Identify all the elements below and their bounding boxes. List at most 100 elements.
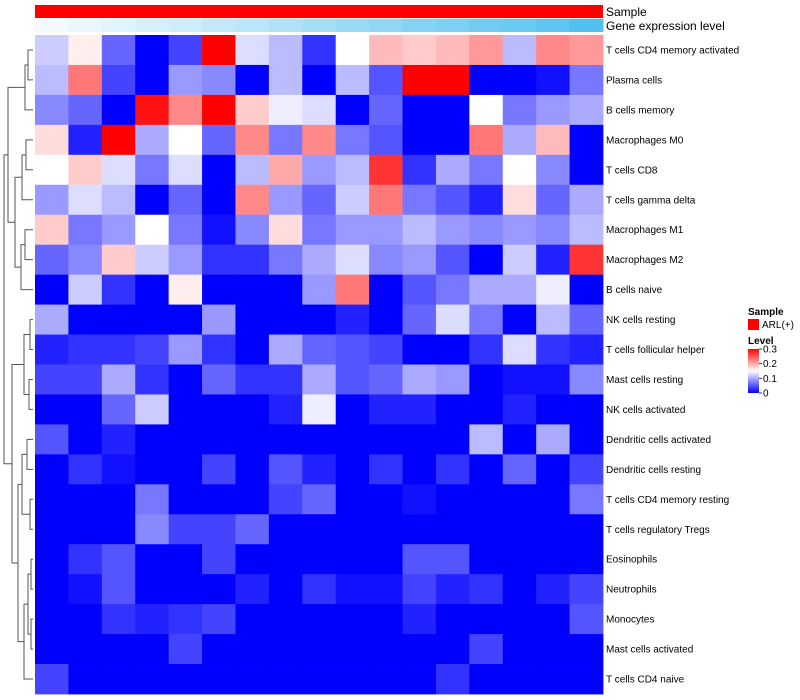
heatmap-cell bbox=[502, 184, 537, 216]
dendrogram-branch bbox=[25, 139, 33, 171]
heatmap-cell bbox=[235, 184, 270, 216]
legend-level-gradient bbox=[748, 349, 759, 393]
heatmap-cell bbox=[168, 514, 203, 545]
heatmap-cell bbox=[202, 484, 236, 515]
heatmap-cell bbox=[168, 214, 203, 246]
heatmap-cell bbox=[235, 634, 270, 665]
heatmap-cell bbox=[435, 604, 470, 635]
expression-annotation-cell bbox=[469, 19, 504, 32]
heatmap-cell bbox=[68, 364, 103, 395]
legend-level-title: Level bbox=[748, 336, 774, 347]
heatmap-cell bbox=[101, 604, 136, 635]
heatmap-cell bbox=[569, 544, 604, 575]
heatmap-cell bbox=[268, 244, 303, 276]
heatmap-cell bbox=[335, 604, 370, 635]
heatmap-cell bbox=[268, 604, 303, 635]
heatmap-cell bbox=[135, 64, 170, 96]
heatmap-cell bbox=[502, 334, 537, 365]
heatmap-cell bbox=[268, 64, 303, 96]
heatmap-cell bbox=[502, 604, 537, 635]
heatmap-cell bbox=[202, 514, 236, 545]
dendrogram-branch bbox=[20, 244, 33, 291]
heatmap-cell bbox=[135, 124, 170, 156]
heatmap-cell bbox=[235, 124, 270, 156]
row-label: T cells CD8 bbox=[606, 165, 658, 176]
heatmap-cell bbox=[469, 394, 504, 425]
heatmap-cell bbox=[35, 214, 69, 246]
heatmap-cell bbox=[135, 604, 170, 635]
heatmap-cell bbox=[135, 394, 170, 425]
heatmap-cell bbox=[202, 334, 236, 365]
heatmap-cell bbox=[68, 394, 103, 425]
heatmap-cell bbox=[435, 634, 470, 665]
dendrogram-branch bbox=[30, 558, 33, 590]
heatmap-cell bbox=[435, 424, 470, 455]
heatmap-cell bbox=[302, 424, 337, 455]
heatmap-cell bbox=[35, 664, 69, 695]
row-label: Dendritic cells activated bbox=[606, 435, 711, 446]
heatmap-cell bbox=[235, 604, 270, 635]
heatmap-cell bbox=[101, 424, 136, 455]
heatmap-cell bbox=[502, 634, 537, 665]
heatmap-cell bbox=[268, 424, 303, 455]
heatmap-cell bbox=[536, 304, 570, 335]
dendrogram-branch bbox=[27, 49, 33, 81]
heatmap-cell bbox=[335, 364, 370, 395]
heatmap-cell bbox=[235, 364, 270, 395]
heatmap-cell bbox=[435, 574, 470, 605]
heatmap-cell bbox=[402, 94, 437, 126]
heatmap-cell bbox=[235, 394, 270, 425]
heatmap-cell bbox=[369, 604, 403, 635]
heatmap-cell bbox=[268, 544, 303, 575]
heatmap-cell bbox=[202, 35, 236, 66]
heatmap-cell bbox=[369, 214, 403, 246]
heatmap-cell bbox=[268, 274, 303, 305]
heatmap-cell bbox=[435, 454, 470, 485]
heatmap-cell bbox=[135, 574, 170, 605]
heatmap-cell bbox=[235, 334, 270, 365]
heatmap-cell bbox=[369, 364, 403, 395]
expression-annotation-cell bbox=[302, 19, 337, 32]
heatmap-cell bbox=[335, 274, 370, 305]
dendrogram-branch bbox=[29, 319, 33, 351]
expression-annotation-cell bbox=[569, 19, 604, 32]
heatmap-cell bbox=[335, 184, 370, 216]
heatmap-cell bbox=[35, 244, 69, 276]
heatmap-cell bbox=[569, 424, 604, 455]
heatmap-cell bbox=[35, 604, 69, 635]
row-label: Neutrophils bbox=[606, 585, 657, 596]
heatmap-cell bbox=[435, 64, 470, 96]
legend-sample-swatch bbox=[748, 319, 759, 330]
heatmap-cell bbox=[168, 664, 203, 695]
heatmap-cell bbox=[369, 274, 403, 305]
heatmap-cell bbox=[335, 334, 370, 365]
heatmap-cell bbox=[35, 424, 69, 455]
heatmap-cell bbox=[402, 634, 437, 665]
heatmap-cell bbox=[435, 154, 470, 186]
heatmap-cell bbox=[101, 634, 136, 665]
heatmap-cell bbox=[369, 244, 403, 276]
legend-sample-title: Sample bbox=[748, 307, 784, 318]
heatmap-cell bbox=[35, 184, 69, 216]
heatmap-cell bbox=[435, 184, 470, 216]
heatmap-cell bbox=[168, 35, 203, 66]
heatmap-cell bbox=[101, 544, 136, 575]
heatmap-cell bbox=[268, 94, 303, 126]
heatmap-cell bbox=[168, 304, 203, 335]
heatmap-cell bbox=[569, 364, 604, 395]
heatmap-cell bbox=[469, 124, 504, 156]
heatmap-cell bbox=[569, 94, 604, 126]
heatmap-cell bbox=[35, 454, 69, 485]
heatmap-cell bbox=[168, 394, 203, 425]
heatmap-cell bbox=[135, 454, 170, 485]
heatmap-cell bbox=[536, 154, 570, 186]
heatmap-cell bbox=[569, 484, 604, 515]
heatmap-cell bbox=[68, 454, 103, 485]
heatmap-cell bbox=[101, 274, 136, 305]
heatmap-cell bbox=[68, 214, 103, 246]
heatmap-cell bbox=[35, 394, 69, 425]
heatmap-cell bbox=[469, 274, 504, 305]
heatmap-cell bbox=[536, 484, 570, 515]
heatmap-cell bbox=[335, 484, 370, 515]
expression-annotation-cell bbox=[502, 19, 537, 32]
